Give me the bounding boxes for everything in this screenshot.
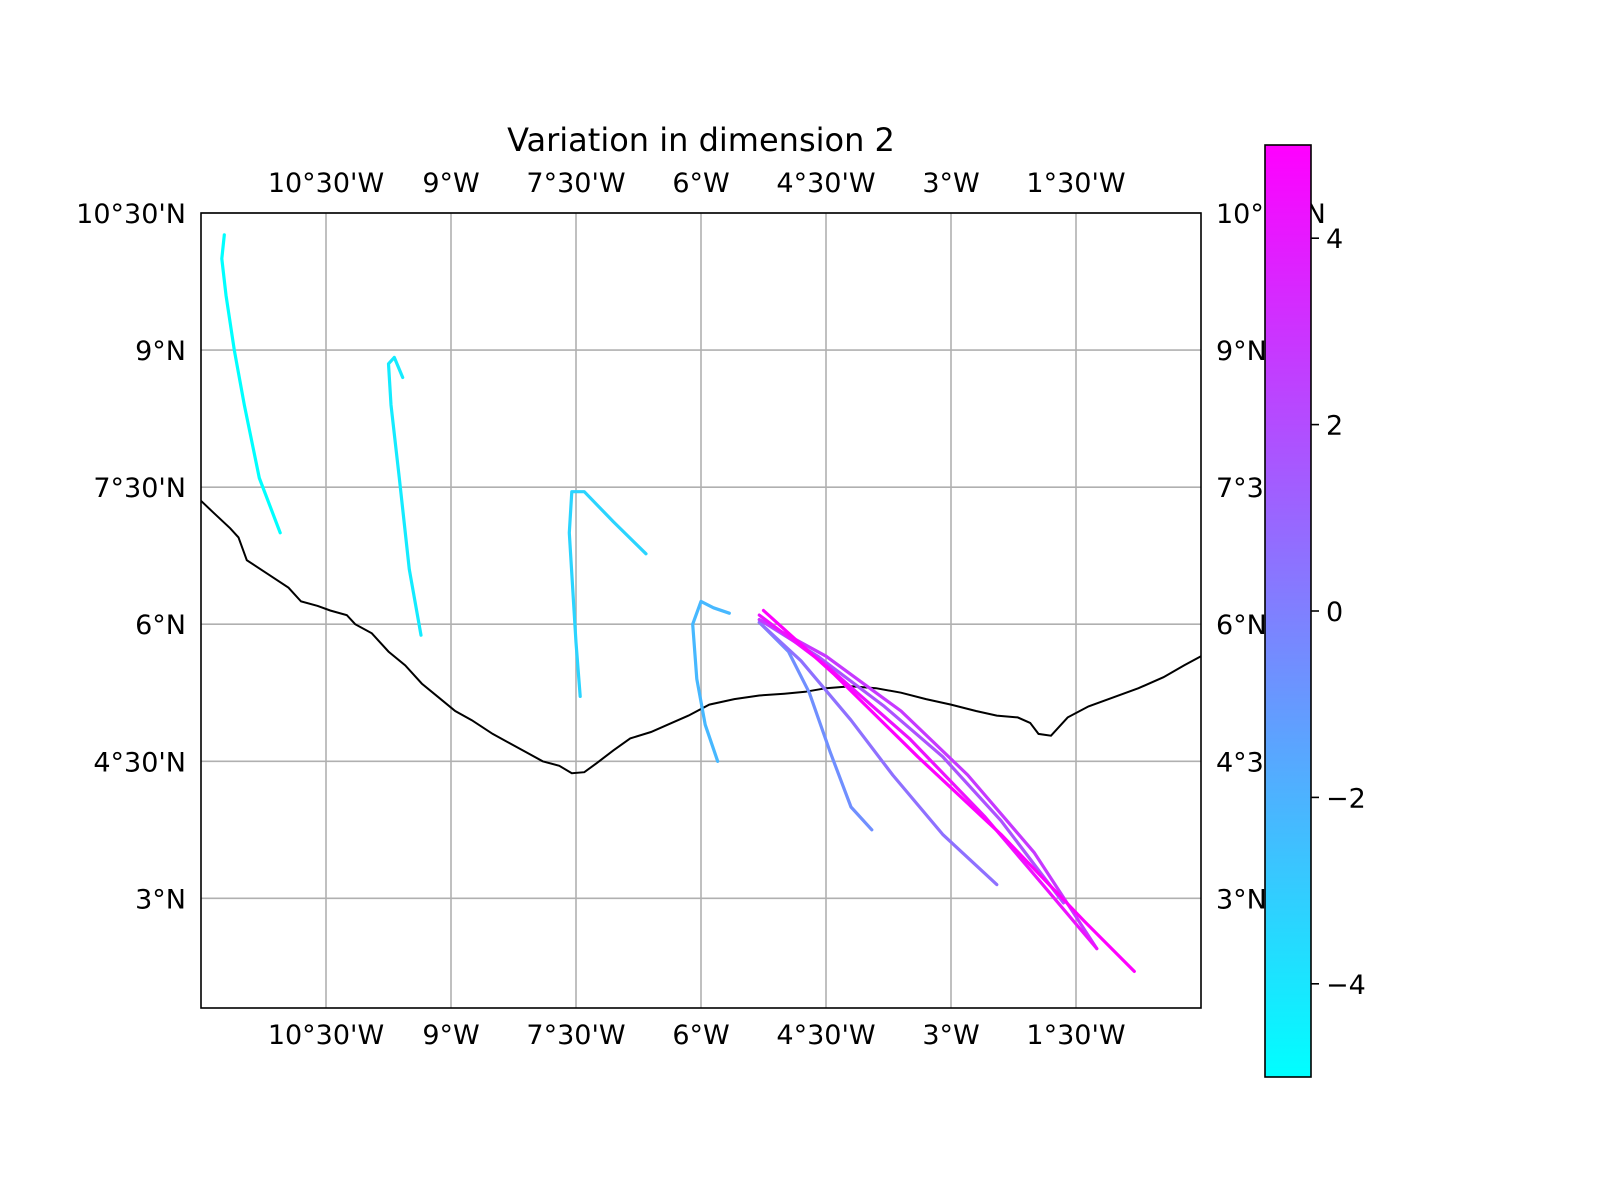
colorbar-tick-label: 4: [1326, 224, 1343, 255]
x-tick-label: 4°30'W: [776, 1020, 875, 1051]
y-tick-label: 9°N: [135, 336, 186, 367]
y-tick-label: 7°30'N: [93, 473, 186, 504]
x-tick-label: 1°30'W: [1026, 1020, 1125, 1051]
y-tick-labels-left: 10°30'N 9°N 7°30'N 6°N 4°30'N 3°N: [76, 199, 186, 915]
plot-frame: [200, 212, 1202, 1009]
x-tick-label: 3°W: [922, 1020, 979, 1051]
x-tick-label: 4°30'W: [776, 168, 875, 199]
y-tick-label: 6°N: [135, 610, 186, 641]
y-tick-label: 10°30'N: [76, 199, 186, 230]
trajectory-line: [761, 608, 1136, 973]
x-tick-label: 9°W: [422, 168, 479, 199]
trajectory-line: [757, 618, 1099, 951]
y-tick-label: 4°30'N: [93, 747, 186, 778]
x-tick-label: 9°W: [422, 1020, 479, 1051]
gridlines: [201, 212, 1201, 1008]
y-tick-label: 9°N: [1216, 336, 1267, 367]
trajectories: [220, 233, 1136, 973]
x-tick-label: 10°30'W: [268, 168, 384, 199]
trajectory-line: [691, 599, 731, 763]
colorbar-tick-label: −4: [1326, 970, 1366, 1001]
colorbar-tick-label: 0: [1326, 597, 1343, 628]
trajectory-line: [220, 233, 282, 535]
y-tick-label: 3°N: [135, 884, 186, 915]
y-tick-label: 6°N: [1216, 610, 1267, 641]
x-tick-label: 6°W: [672, 1020, 729, 1051]
x-tick-label: 6°W: [672, 168, 729, 199]
x-tick-label: 3°W: [922, 168, 979, 199]
colorbar-tick-label: 2: [1326, 411, 1343, 442]
colorbar: 4 2 0 −2 −4: [1264, 144, 1366, 1078]
trajectory-line: [386, 355, 423, 637]
x-tick-label: 10°30'W: [268, 1020, 384, 1051]
x-tick-labels-top: 10°30'W 9°W 7°30'W 6°W 4°30'W 3°W 1°30'W: [268, 168, 1126, 199]
x-tick-label: 7°30'W: [526, 1020, 625, 1051]
colorbar-ticks: 4 2 0 −2 −4: [1311, 224, 1366, 1001]
coastline: [201, 500, 1201, 775]
colorbar-tick-label: −2: [1326, 783, 1366, 814]
chart-title: Variation in dimension 2: [507, 121, 895, 159]
trajectory-line: [757, 620, 999, 887]
colorbar-gradient: [1264, 144, 1312, 1078]
trajectory-line: [567, 490, 648, 698]
x-tick-label: 1°30'W: [1026, 168, 1125, 199]
x-tick-labels-bottom: 10°30'W 9°W 7°30'W 6°W 4°30'W 3°W 1°30'W: [268, 1020, 1126, 1051]
x-tick-label: 7°30'W: [526, 168, 625, 199]
coastline-path: [201, 500, 1201, 775]
y-tick-label: 3°N: [1216, 884, 1267, 915]
